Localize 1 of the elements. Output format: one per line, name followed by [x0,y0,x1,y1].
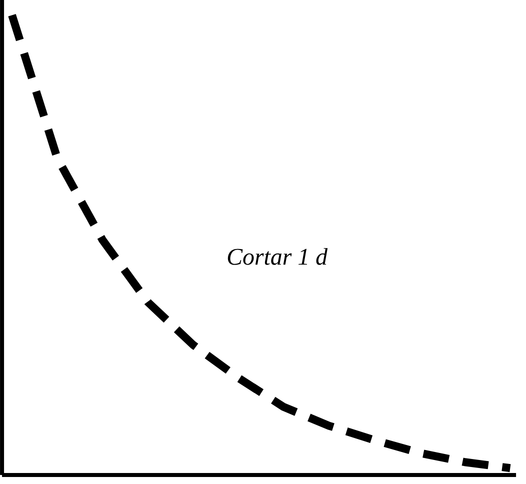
annotation: Cortar 1 d [228,248,328,265]
